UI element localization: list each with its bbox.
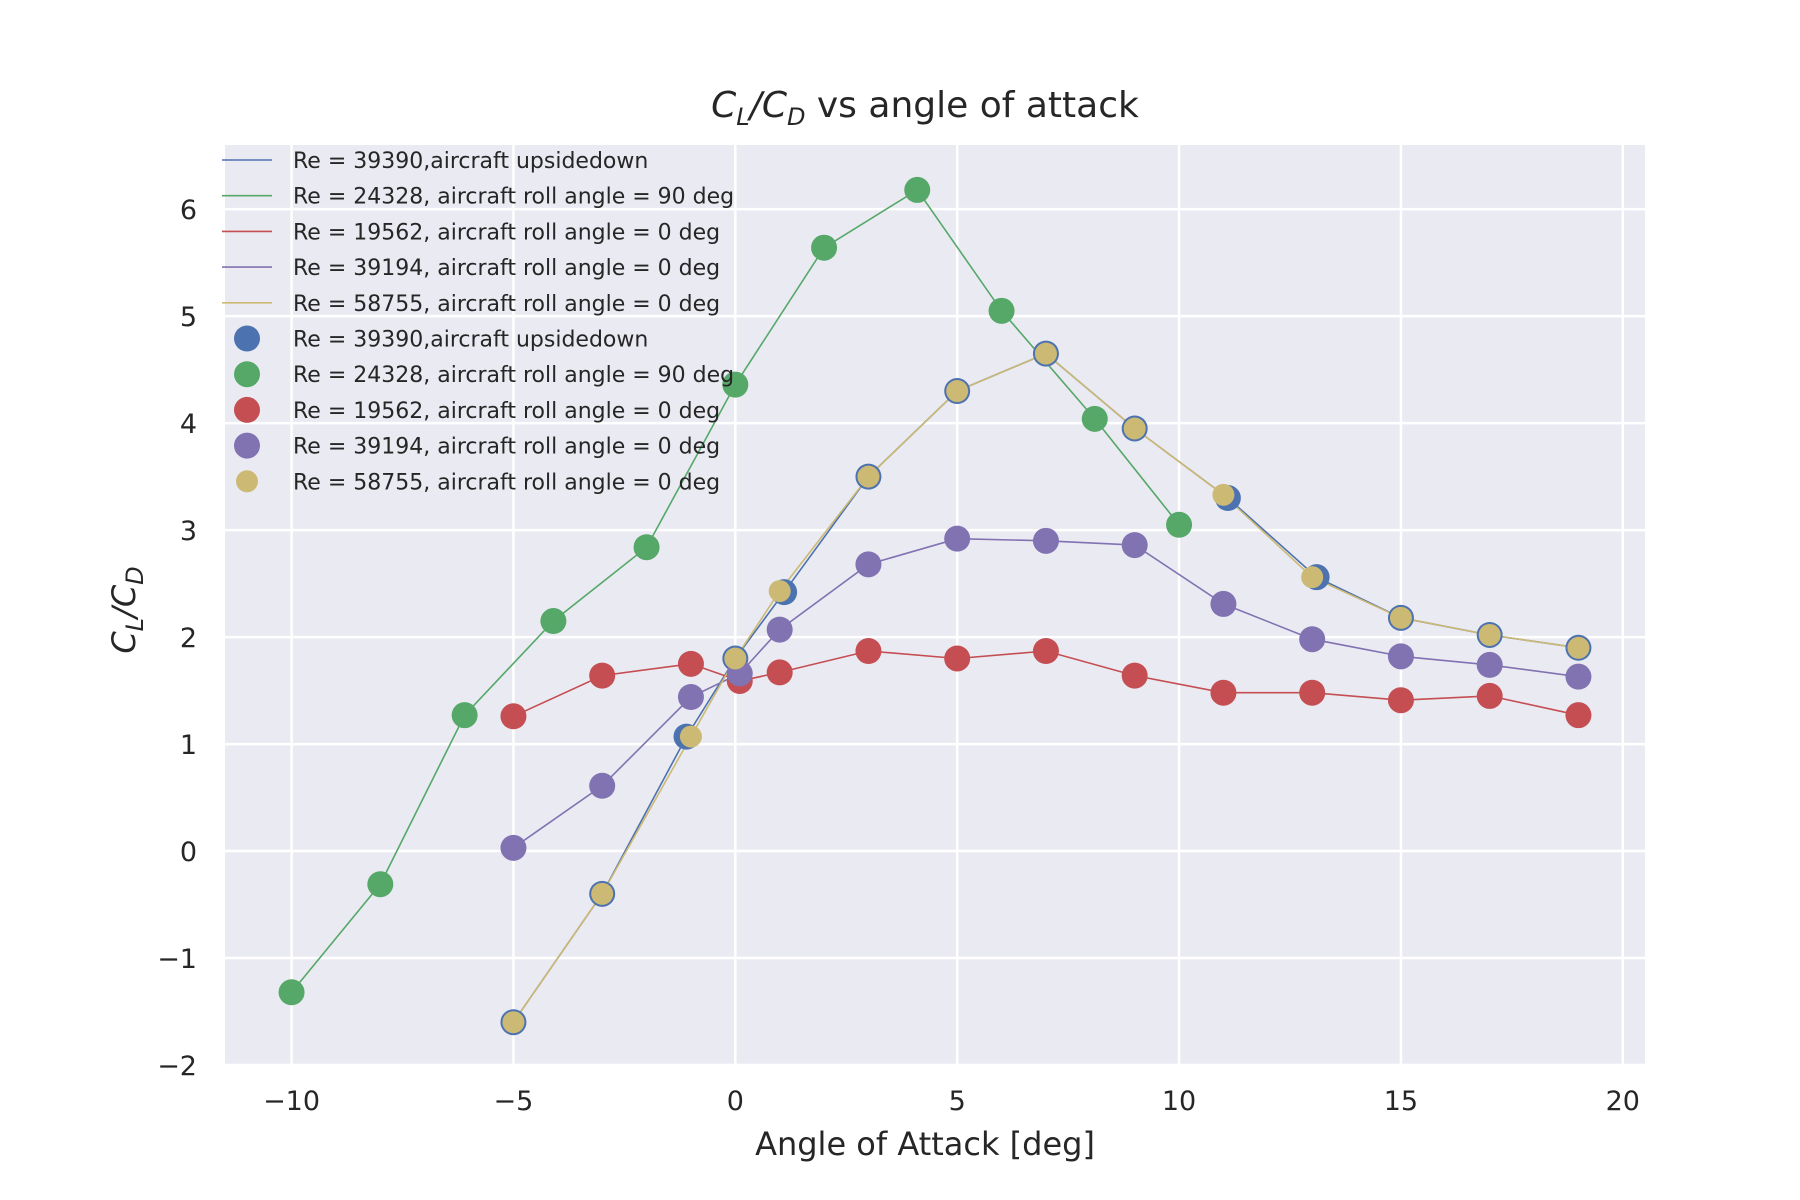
series-4-point [1299,626,1326,653]
series-5-point [679,725,702,748]
series-4-point [944,525,971,552]
plot-area [225,145,1645,1065]
series-3-point [1299,679,1326,706]
series-2-point [1081,405,1108,432]
series-2-point [1166,511,1193,538]
series-4-point [1476,651,1503,678]
y-tick-label: 6 [180,195,197,226]
x-tick-label: −10 [263,1086,320,1117]
legend-entry-label: Re = 39194, aircraft roll angle = 0 deg [293,435,720,460]
legend-entry-label: Re = 39390,aircraft upsidedown [293,149,648,174]
y-tick-label: 5 [180,302,197,333]
legend-entry-label: Re = 19562, aircraft roll angle = 0 deg [293,220,720,245]
series-points [278,176,1592,1036]
y-axis-label: CL/CD [105,566,149,653]
x-tick-label: 0 [727,1086,744,1117]
y-tick-label: −2 [157,1051,197,1082]
x-tick-label: 15 [1384,1086,1418,1117]
series-2-point [811,234,838,261]
legend: Re = 39390,aircraft upsidedown Re = 24328… [222,149,734,495]
legend-marker-swatch [234,396,260,423]
x-tick-label: 5 [949,1086,966,1117]
series-5-point [1478,623,1501,646]
series-3-point [1032,638,1059,664]
series-4-point [1121,532,1148,559]
y-tick-label: −1 [157,944,197,975]
y-ticks: −2 −1 0 1 2 3 4 5 6 [157,195,197,1082]
series-2-point [540,608,567,635]
series-3-point [677,650,704,677]
legend-entry-label: Re = 58755, aircraft roll angle = 0 deg [293,292,720,317]
y-tick-label: 4 [180,409,197,440]
legend-entry-label: Re = 24328, aircraft roll angle = 90 deg [293,363,734,388]
legend-marker-swatch [234,325,260,352]
series-4-point [1210,590,1237,617]
y-tick-label: 1 [180,730,197,761]
y-tick-label: 0 [180,837,197,868]
legend-entry-label: Re = 39390,aircraft upsidedown [293,328,648,353]
series-4-point [589,772,616,799]
series-4-point [677,684,704,710]
series-3-point [1387,687,1414,714]
series-3-point [589,662,616,689]
series-5-point [1389,606,1412,629]
legend-marker-swatch [234,432,260,459]
series-4-point [1387,643,1414,670]
series-2-point [633,534,660,561]
grid [225,145,1645,1067]
series-5-point [1567,636,1590,659]
y-tick-label: 2 [180,623,197,654]
legend-entry-label: Re = 24328, aircraft roll angle = 90 deg [293,185,734,210]
series-3-point [1476,682,1503,709]
series-3-point [500,703,527,730]
series-5-point [1034,342,1057,365]
series-3-point [855,638,882,664]
series-2-point [278,979,305,1006]
series-3-point [766,659,793,686]
series-2-point [367,871,394,898]
series-5-point [1123,417,1146,440]
series-5-point [946,380,969,403]
series-4-point [1565,663,1592,690]
series-line-5 [512,352,1579,1023]
series-5-point [857,465,880,488]
series-2-point [904,176,931,203]
series-4-point [1032,527,1059,554]
series-5-point [724,647,747,670]
series-5-point [591,882,614,905]
series-5-point [502,1011,525,1034]
series-3-point [1565,702,1592,729]
x-tick-label: 10 [1162,1086,1196,1117]
series-2-point [988,297,1015,324]
legend-marker-swatch [236,470,258,493]
x-tick-label: −5 [494,1086,534,1117]
series-5-point [768,580,791,603]
legend-entry-label: Re = 39194, aircraft roll angle = 0 deg [293,256,720,281]
x-ticks: −10 −5 0 5 10 15 20 [263,1086,1640,1117]
legend-entry-label: Re = 58755, aircraft roll angle = 0 deg [293,470,720,495]
series-5-point [1212,483,1235,506]
series-3-point [1210,679,1237,706]
legend-marker-swatch [234,361,260,388]
legend-entry-label: Re = 19562, aircraft roll angle = 0 deg [293,399,720,424]
series-2-point [722,371,749,398]
series-3-point [1121,662,1148,689]
series-4-point [766,616,793,643]
series-4-point [855,551,882,578]
x-axis-label: Angle of Attack [deg] [755,1125,1095,1163]
series-3-point [944,645,971,672]
chart-title: CL/CD vs angle of attack [711,85,1139,131]
series-4-point [500,834,527,861]
y-tick-label: 3 [180,516,197,547]
x-tick-label: 20 [1606,1086,1640,1117]
series-2-point [451,702,478,729]
series-5-point [1301,566,1324,589]
